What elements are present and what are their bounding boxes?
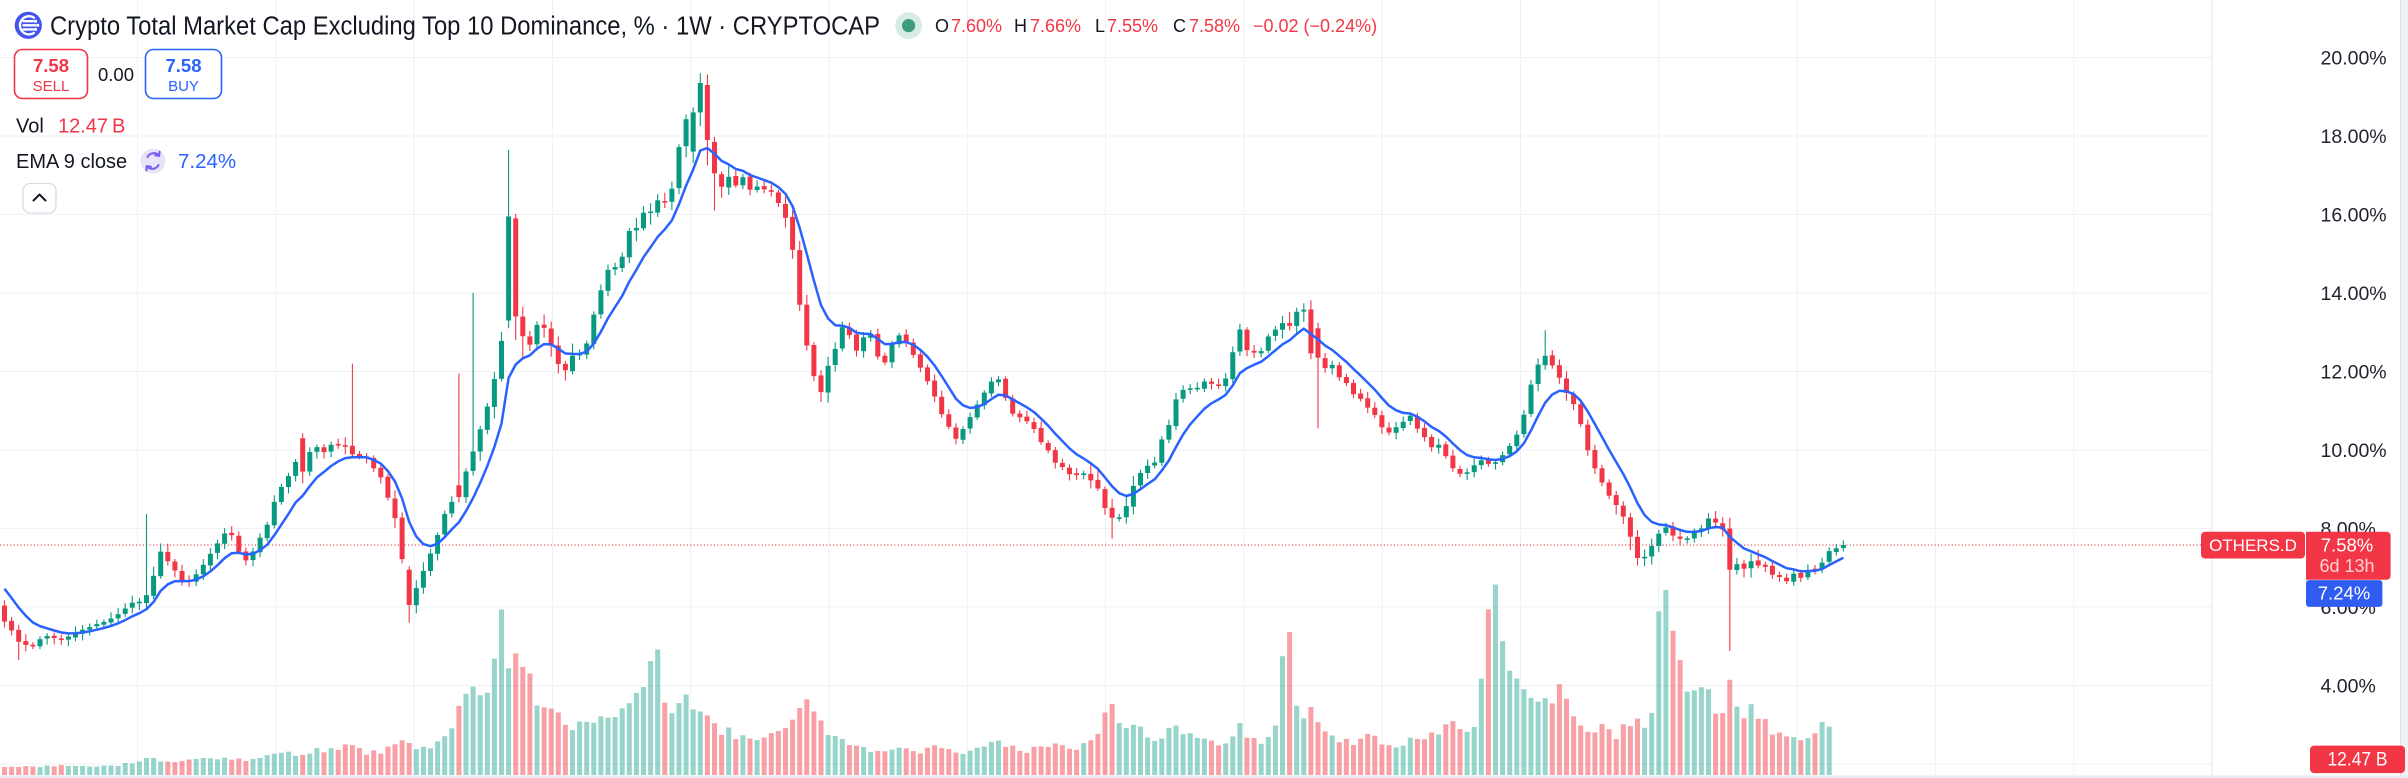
svg-text:7.66%: 7.66% xyxy=(1030,16,1081,36)
svg-text:16.00%: 16.00% xyxy=(2321,205,2387,227)
svg-text:18.00%: 18.00% xyxy=(2321,126,2387,148)
svg-text:7.60%: 7.60% xyxy=(951,16,1002,36)
svg-text:14.00%: 14.00% xyxy=(2321,283,2387,305)
svg-text:SELL: SELL xyxy=(33,78,70,95)
svg-text:10.00%: 10.00% xyxy=(2321,440,2387,462)
svg-text:Vol: Vol xyxy=(16,116,44,138)
svg-text:−0.02 (−0.24%): −0.02 (−0.24%) xyxy=(1253,16,1377,36)
svg-text:7.24%: 7.24% xyxy=(178,150,236,173)
svg-text:7.24%: 7.24% xyxy=(2318,583,2370,604)
svg-text:7.58: 7.58 xyxy=(165,55,201,76)
svg-text:12.47 B: 12.47 B xyxy=(2328,750,2388,771)
svg-text:OTHERS.D: OTHERS.D xyxy=(2209,536,2297,555)
svg-text:20.00%: 20.00% xyxy=(2321,48,2387,70)
svg-text:L: L xyxy=(1095,16,1105,36)
svg-text:O: O xyxy=(935,16,949,36)
svg-text:C: C xyxy=(1173,16,1186,36)
svg-text:Crypto Total Market Cap Exclud: Crypto Total Market Cap Excluding Top 10… xyxy=(50,13,880,41)
svg-text:6d 13h: 6d 13h xyxy=(2319,556,2374,576)
svg-text:4.00%: 4.00% xyxy=(2321,676,2376,698)
svg-text:12.00%: 12.00% xyxy=(2321,362,2387,384)
svg-text:BUY: BUY xyxy=(168,78,199,95)
svg-text:7.55%: 7.55% xyxy=(1107,16,1158,36)
svg-text:EMA 9 close: EMA 9 close xyxy=(16,151,127,173)
svg-text:7.58%: 7.58% xyxy=(2321,535,2373,556)
svg-text:0.00: 0.00 xyxy=(98,64,134,85)
svg-text:12.47 B: 12.47 B xyxy=(58,116,125,138)
svg-text:7.58: 7.58 xyxy=(33,55,69,76)
svg-text:7.58%: 7.58% xyxy=(1189,16,1240,36)
svg-text:H: H xyxy=(1014,16,1027,36)
